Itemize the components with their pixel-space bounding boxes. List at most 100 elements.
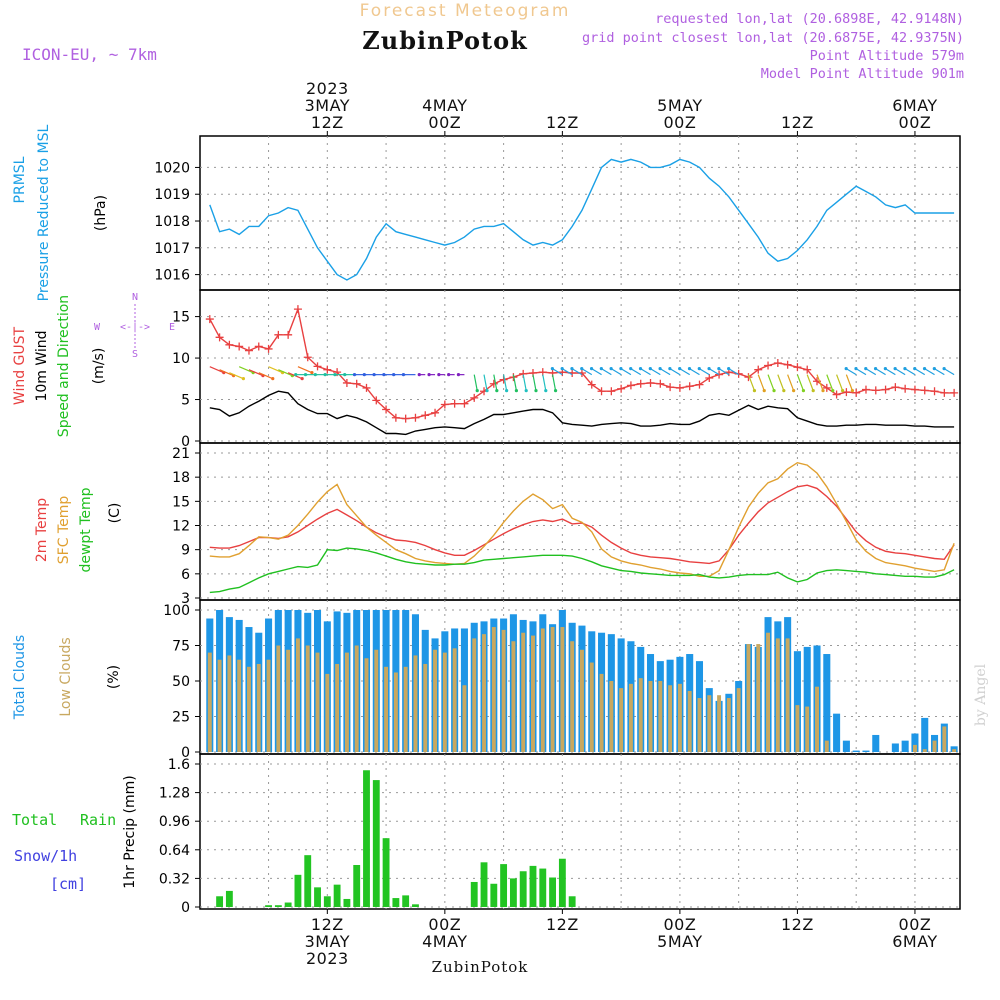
top-axis-label: 12Z	[781, 113, 814, 132]
low-cloud-bar	[276, 645, 281, 752]
gust-marker	[754, 365, 763, 374]
gust-marker	[401, 414, 410, 423]
wind-arrow	[728, 368, 739, 376]
wind-arrow-head	[514, 389, 519, 393]
top-axis-label: 12Z	[546, 113, 579, 132]
gust-marker	[391, 413, 400, 422]
wind-arrow-head	[599, 367, 603, 371]
low-cloud-bar	[628, 683, 633, 752]
gust-marker	[675, 383, 684, 392]
gust-marker	[626, 381, 635, 390]
gust-marker	[225, 340, 234, 349]
wind-arrow-head	[854, 367, 858, 371]
gust-marker	[705, 373, 714, 382]
clouds-panel: 0 25 50 75 100	[163, 599, 961, 761]
bottom-axis-label: 12Z	[311, 915, 344, 934]
wind-arrow	[591, 368, 602, 376]
wind-arrow	[229, 372, 244, 380]
wind-arrow-head	[792, 389, 796, 393]
y-tick-label: 12	[172, 519, 190, 535]
bottom-axis-label: 2023	[306, 949, 349, 968]
rain-bar	[568, 896, 576, 907]
low-cloud-bar	[384, 666, 389, 752]
wind-arrow-head	[707, 367, 711, 371]
low-cloud-bar	[462, 685, 467, 752]
rain-bar	[265, 905, 272, 907]
wind-arrow-head	[362, 373, 366, 377]
wind-arrow	[219, 369, 234, 377]
low-cloud-bar	[286, 649, 291, 752]
wind-arrow-head	[903, 367, 907, 371]
wind-arrow	[894, 368, 906, 376]
bottom-axis-label: 3MAY	[305, 932, 350, 951]
wind-arrow-head	[883, 367, 887, 371]
wind-arrow-head	[850, 389, 854, 393]
wind-arrow-head	[392, 373, 396, 377]
wind-arrow-head	[333, 373, 337, 377]
gust-marker	[744, 373, 753, 382]
wind-arrow	[747, 374, 756, 391]
total-cloud-bar	[842, 740, 850, 752]
gust-marker	[215, 333, 224, 342]
low-cloud-bar	[736, 688, 741, 752]
gust-marker	[303, 353, 312, 362]
low-cloud-bar	[217, 659, 222, 752]
gust-marker	[431, 408, 440, 417]
wind-arrow-head	[372, 373, 376, 377]
low-cloud-bar	[335, 663, 340, 752]
low-cloud-bar	[599, 673, 604, 752]
precip-label-rain: Rain	[80, 811, 116, 829]
precip-label-cm: [cm]	[50, 875, 86, 893]
rain-bar	[372, 780, 380, 907]
sfc-temp-line	[209, 461, 955, 577]
wind-arrow-head	[932, 367, 936, 371]
low-cloud-bar	[697, 698, 702, 752]
low-cloud-bar	[932, 740, 937, 752]
y-tick-label: 6	[181, 567, 190, 583]
wind-arrow	[757, 374, 765, 391]
clouds-label-low: Low Clouds	[58, 637, 74, 716]
y-tick-label: 0.32	[159, 871, 190, 887]
gust-marker	[930, 387, 939, 396]
low-cloud-bar	[609, 681, 614, 752]
y-tick-label: 1019	[154, 187, 190, 203]
wind-arrow-head	[801, 389, 806, 393]
low-cloud-bar	[305, 645, 310, 752]
rain-bar	[509, 878, 517, 907]
wind-arrow-head	[589, 367, 594, 371]
wind-arrow	[601, 368, 612, 376]
y-tick-label: 15	[172, 310, 190, 326]
gust-marker	[881, 385, 890, 394]
rain-bar	[382, 838, 390, 907]
gust-marker	[489, 379, 498, 388]
low-cloud-bar	[256, 663, 261, 752]
gust-marker	[852, 388, 861, 397]
wind-arrow	[777, 374, 785, 391]
top-axis-label: 6MAY	[892, 96, 937, 115]
pressure-unit: (hPa)	[93, 195, 109, 231]
temp-label-dewpt: dewpt Temp	[78, 487, 94, 572]
low-cloud-bar	[393, 672, 398, 752]
wind-arrow	[708, 368, 720, 376]
compass-e: E	[169, 322, 175, 333]
y-tick-label: 25	[172, 710, 190, 726]
rain-bar	[323, 896, 331, 907]
gust-marker	[313, 362, 322, 371]
wind-arrow-head	[553, 389, 558, 393]
low-cloud-bar	[413, 655, 418, 752]
top-axis-label: 4MAY	[422, 96, 467, 115]
rain-bar	[274, 905, 282, 907]
rain-bar	[490, 883, 498, 907]
gust-marker	[470, 393, 479, 402]
low-cloud-bar	[580, 649, 584, 752]
model-name: ICON-EU, ~ 7km	[22, 45, 157, 64]
wind-arrow	[258, 372, 273, 380]
gust-marker	[450, 399, 459, 408]
total-cloud-bar	[823, 654, 831, 752]
low-cloud-bar	[354, 645, 359, 752]
low-cloud-bar	[795, 705, 800, 752]
wind-arrow-head	[560, 367, 564, 371]
rain-bar	[549, 877, 557, 907]
gust-marker	[940, 388, 949, 397]
wind-arrow-head	[352, 373, 357, 377]
